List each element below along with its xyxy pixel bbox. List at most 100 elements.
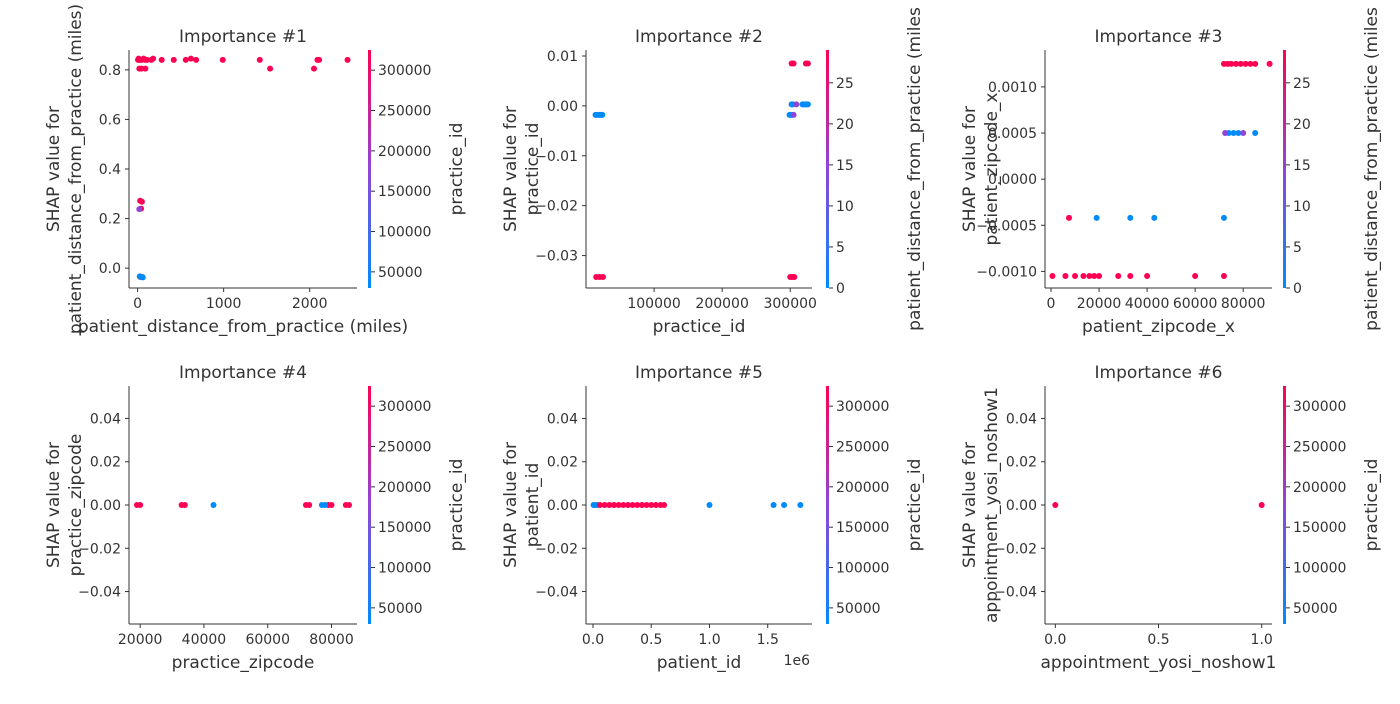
y-axis-label-line: appointment_yosi_noshow1 [982,387,1002,623]
data-point [346,502,353,508]
y-tick-label: 0.00 [90,498,121,514]
colorbar-tick-label: 50000 [836,601,881,617]
y-axis-label-line: SHAP value for [960,442,980,568]
data-point [139,274,146,281]
data-point [804,101,811,108]
data-point [158,56,165,63]
colorbar-tick-label: 150000 [378,184,431,200]
y-tick-label: −0.02 [994,541,1037,557]
x-tick-label: 1.0 [1251,632,1273,648]
data-point [615,502,622,508]
chart-panel-6: Importance #6 0.0 0.5 1.0 0.04 0.02 0.00 −0.02 −… [960,363,1382,673]
data-point [150,55,157,62]
y-axis-label-line: practice_zipcode [66,434,86,577]
data-point [187,55,194,62]
y-tick-label: −0.02 [78,541,121,557]
y-tick-label: −0.02 [535,541,578,557]
y-tick-label: −0.0010 [976,264,1037,280]
data-point [790,60,797,67]
data-point [1228,60,1235,67]
x-tick-label: 60000 [1173,296,1218,312]
colorbar-label: patient_distance_from_practice (miles [905,7,925,331]
data-point [1144,273,1151,280]
data-point [182,56,189,63]
data-point [193,56,200,63]
data-point [142,65,149,72]
colorbar-tick-label: 100000 [378,225,431,241]
x-tick-label: 0.0 [1044,632,1066,648]
y-tick-label: 0.02 [547,455,578,471]
y-tick-label: 0.0000 [988,172,1037,188]
data-point [634,502,641,508]
y-tick-label: 0.6 [99,112,121,128]
colorbar-tick-label: 5 [836,240,845,256]
chart-title: Importance #5 [635,363,763,383]
chart-panel-2: Importance #2 100000 200000 300000 0.01 0.00 −… [501,7,925,337]
data-point [256,56,263,63]
colorbar-tick-label: 200000 [378,480,431,496]
colorbar-tick-label: 200000 [378,144,431,160]
colorbar-tick-label: 300000 [1293,399,1346,415]
colorbar-tick-label: 15 [1293,158,1311,174]
colorbar [1283,50,1286,288]
data-point [706,502,713,508]
colorbar-tick-label: 300000 [378,63,431,79]
y-tick-label: 0.0010 [988,80,1037,96]
data-point [596,502,603,508]
x-tick-label: 300000 [763,296,816,312]
data-point [1049,273,1056,280]
y-tick-label: 0.04 [1006,411,1037,427]
x-tick-label: 0.0 [582,632,604,648]
y-axis-label-line: SHAP value for [44,442,64,568]
chart-panel-4: Importance #4 20000 40000 60000 80000 0.04 0.0… [44,363,467,673]
data-point [210,502,217,508]
colorbar [368,386,371,624]
data-point [1151,214,1158,221]
y-axis-label: SHAP value for appointment_yosi_noshow1 [960,387,1002,623]
data-point [1220,273,1227,280]
y-tick-label: −0.04 [535,585,578,601]
data-point [138,198,145,205]
colorbar-tick-label: 300000 [836,399,889,415]
y-tick-label: −0.04 [78,585,121,601]
chart-title: Importance #1 [179,27,307,47]
colorbar-tick-label: 300000 [378,399,431,415]
data-point [643,502,650,508]
x-tick-label: 40000 [1125,296,1170,312]
data-point [1192,273,1199,280]
data-point [1115,273,1122,280]
colorbar-tick-label: 50000 [378,265,423,281]
y-tick-label: 0.00 [1006,498,1037,514]
x-tick-label: 200000 [695,296,748,312]
data-point [136,206,143,213]
x-tick-label: 80000 [1221,296,1266,312]
chart-title: Importance #6 [1095,363,1223,383]
y-tick-label: −0.04 [994,585,1037,601]
data-point [1086,273,1093,280]
data-point [344,56,351,63]
colorbar-tick-label: 5 [1293,240,1302,256]
data-point [599,111,606,118]
y-tick-label: 0.02 [90,455,121,471]
data-point [1230,130,1237,137]
y-axis-label-line: patient_id [523,463,543,548]
colorbar-tick-label: 100000 [836,561,889,577]
y-tick-label: 0.01 [547,49,578,65]
data-point [181,502,188,508]
x-axis-label: practice_id [653,317,746,337]
y-axis-label-line: practice_id [523,123,543,216]
data-point [629,502,636,508]
x-offset-label: 1e6 [784,653,811,669]
x-tick-label: 20000 [1077,296,1122,312]
colorbar-tick-label: 100000 [1293,561,1346,577]
x-tick-label: 0 [133,296,142,312]
x-tick-label: 80000 [309,632,354,648]
data-point [797,502,804,508]
y-tick-label: 0.0 [99,261,121,277]
x-tick-label: 0.5 [640,632,662,648]
data-point [1237,60,1244,67]
colorbar-tick-label: 20 [836,117,854,133]
x-tick-label: 0.5 [1147,632,1169,648]
colorbar [826,50,829,288]
data-point [1247,60,1254,67]
